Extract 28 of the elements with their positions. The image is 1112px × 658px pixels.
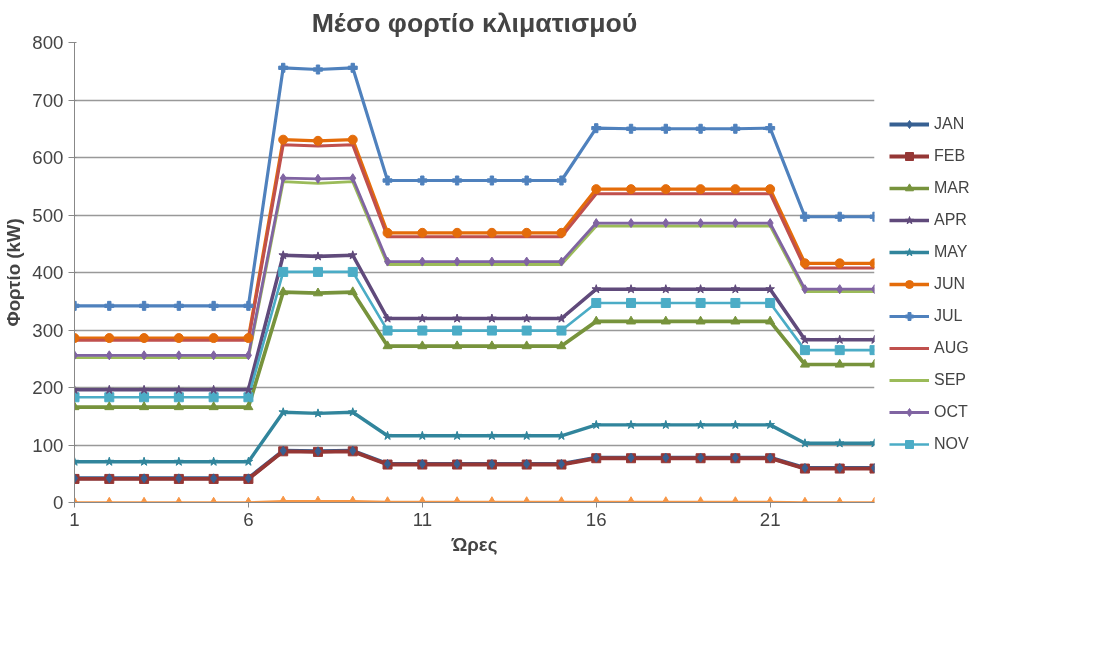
y-tick-label: 400: [32, 262, 64, 283]
y-tick-label: 500: [32, 204, 64, 226]
x-tick-label: 6: [243, 508, 254, 530]
legend-label: AUG: [934, 338, 969, 357]
y-tick-label: 300: [32, 319, 64, 341]
x-axis-title: Ώρες: [450, 533, 498, 555]
legend-label: JUL: [934, 306, 963, 325]
legend-label: OCT: [934, 402, 968, 421]
legend-label: MAR: [934, 178, 970, 197]
legend-label: MAY: [934, 242, 968, 261]
legend-label: JAN: [934, 114, 965, 133]
y-tick-label: 700: [32, 89, 64, 111]
chart-title: Μέσο φορτίο κλιματισμού: [311, 7, 638, 38]
legend-label: SEP: [934, 370, 967, 389]
y-axis-title: Φορτίο (kW): [3, 218, 25, 327]
y-tick-label: 600: [32, 147, 64, 168]
x-tick-label: 11: [412, 508, 433, 530]
x-tick-label: 16: [585, 508, 607, 530]
y-tick-label: 800: [32, 32, 64, 53]
legend-label: FEB: [934, 146, 966, 165]
y-tick-label: 0: [53, 492, 64, 513]
y-tick-label: 100: [32, 434, 64, 456]
x-tick-label: 21: [759, 508, 781, 530]
x-tick-label: 1: [69, 508, 80, 530]
y-tick-label: 200: [32, 377, 64, 398]
legend-label: APR: [934, 210, 967, 229]
legend-label: JUN: [934, 274, 966, 293]
legend-label: NOV: [934, 434, 969, 453]
